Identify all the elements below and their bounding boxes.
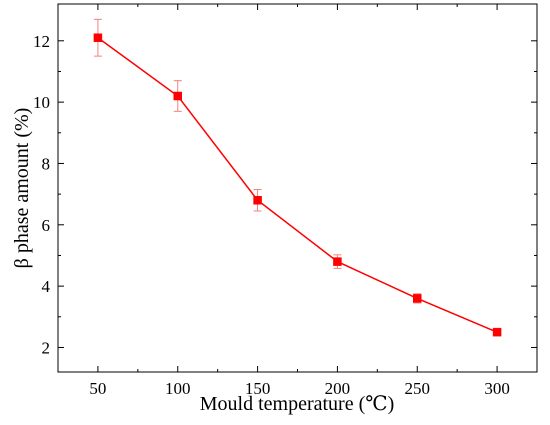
series-line xyxy=(97,37,498,333)
y-tick-label: 4 xyxy=(42,277,51,296)
data-point-marker xyxy=(333,257,342,266)
y-axis-label: β phase amount (%) xyxy=(11,108,33,269)
x-axis-label: Mould temperature (℃) xyxy=(200,393,395,415)
y-tick-label: 8 xyxy=(42,154,51,173)
series-lines xyxy=(97,37,498,333)
y-tick-label: 2 xyxy=(42,338,51,357)
plot-frame xyxy=(57,3,538,373)
data-point-marker xyxy=(492,327,502,337)
y-tick-label: 12 xyxy=(33,32,50,51)
x-tick-label: 250 xyxy=(405,379,431,398)
data-point-marker xyxy=(253,196,262,205)
data-markers xyxy=(93,33,502,337)
x-tick-label: 100 xyxy=(165,379,191,398)
x-tick-label: 300 xyxy=(484,379,510,398)
x-tick-label: 150 xyxy=(245,379,271,398)
data-point-marker xyxy=(93,33,103,42)
y-tick-label: 6 xyxy=(42,216,51,235)
axis-ticks: 50 100 150 200 250 300 2 4 6 8 10 12 xyxy=(33,4,537,398)
plot-border xyxy=(57,3,538,373)
data-point-marker xyxy=(413,294,422,303)
x-tick-label: 200 xyxy=(325,379,351,398)
x-tick-label: 50 xyxy=(89,379,106,398)
data-point-marker xyxy=(173,91,182,101)
y-tick-label: 10 xyxy=(33,93,50,112)
error-bars xyxy=(93,18,502,336)
